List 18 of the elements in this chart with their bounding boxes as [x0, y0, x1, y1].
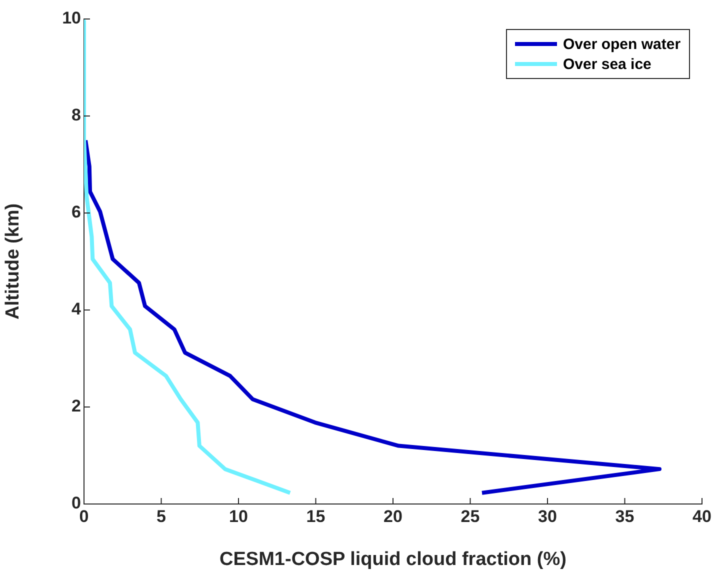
x-tick-label: 5 — [156, 506, 166, 526]
x-tick-label: 15 — [306, 506, 326, 526]
y-tick-label: 2 — [72, 396, 81, 416]
legend-label: Over sea ice — [563, 56, 652, 72]
y-axis-title: Altitude (km) — [2, 203, 24, 320]
x-tick-label: 10 — [229, 506, 248, 526]
x-tick-label: 35 — [615, 506, 634, 526]
x-tick-label: 20 — [384, 506, 402, 526]
x-tick-label: 30 — [538, 506, 557, 526]
legend-label: Over open water — [563, 36, 681, 52]
x-tick-label: 40 — [692, 506, 712, 526]
y-tick-label: 6 — [72, 202, 81, 222]
y-tick-label: 8 — [72, 106, 81, 125]
x-axis-title: CESM1-COSP liquid cloud fraction (%) — [220, 548, 566, 570]
y-tick-label: 0 — [72, 494, 81, 513]
x-tick-label: 25 — [460, 506, 480, 526]
y-tick-label: 10 — [62, 8, 81, 28]
y-tick-label: 4 — [72, 300, 82, 319]
